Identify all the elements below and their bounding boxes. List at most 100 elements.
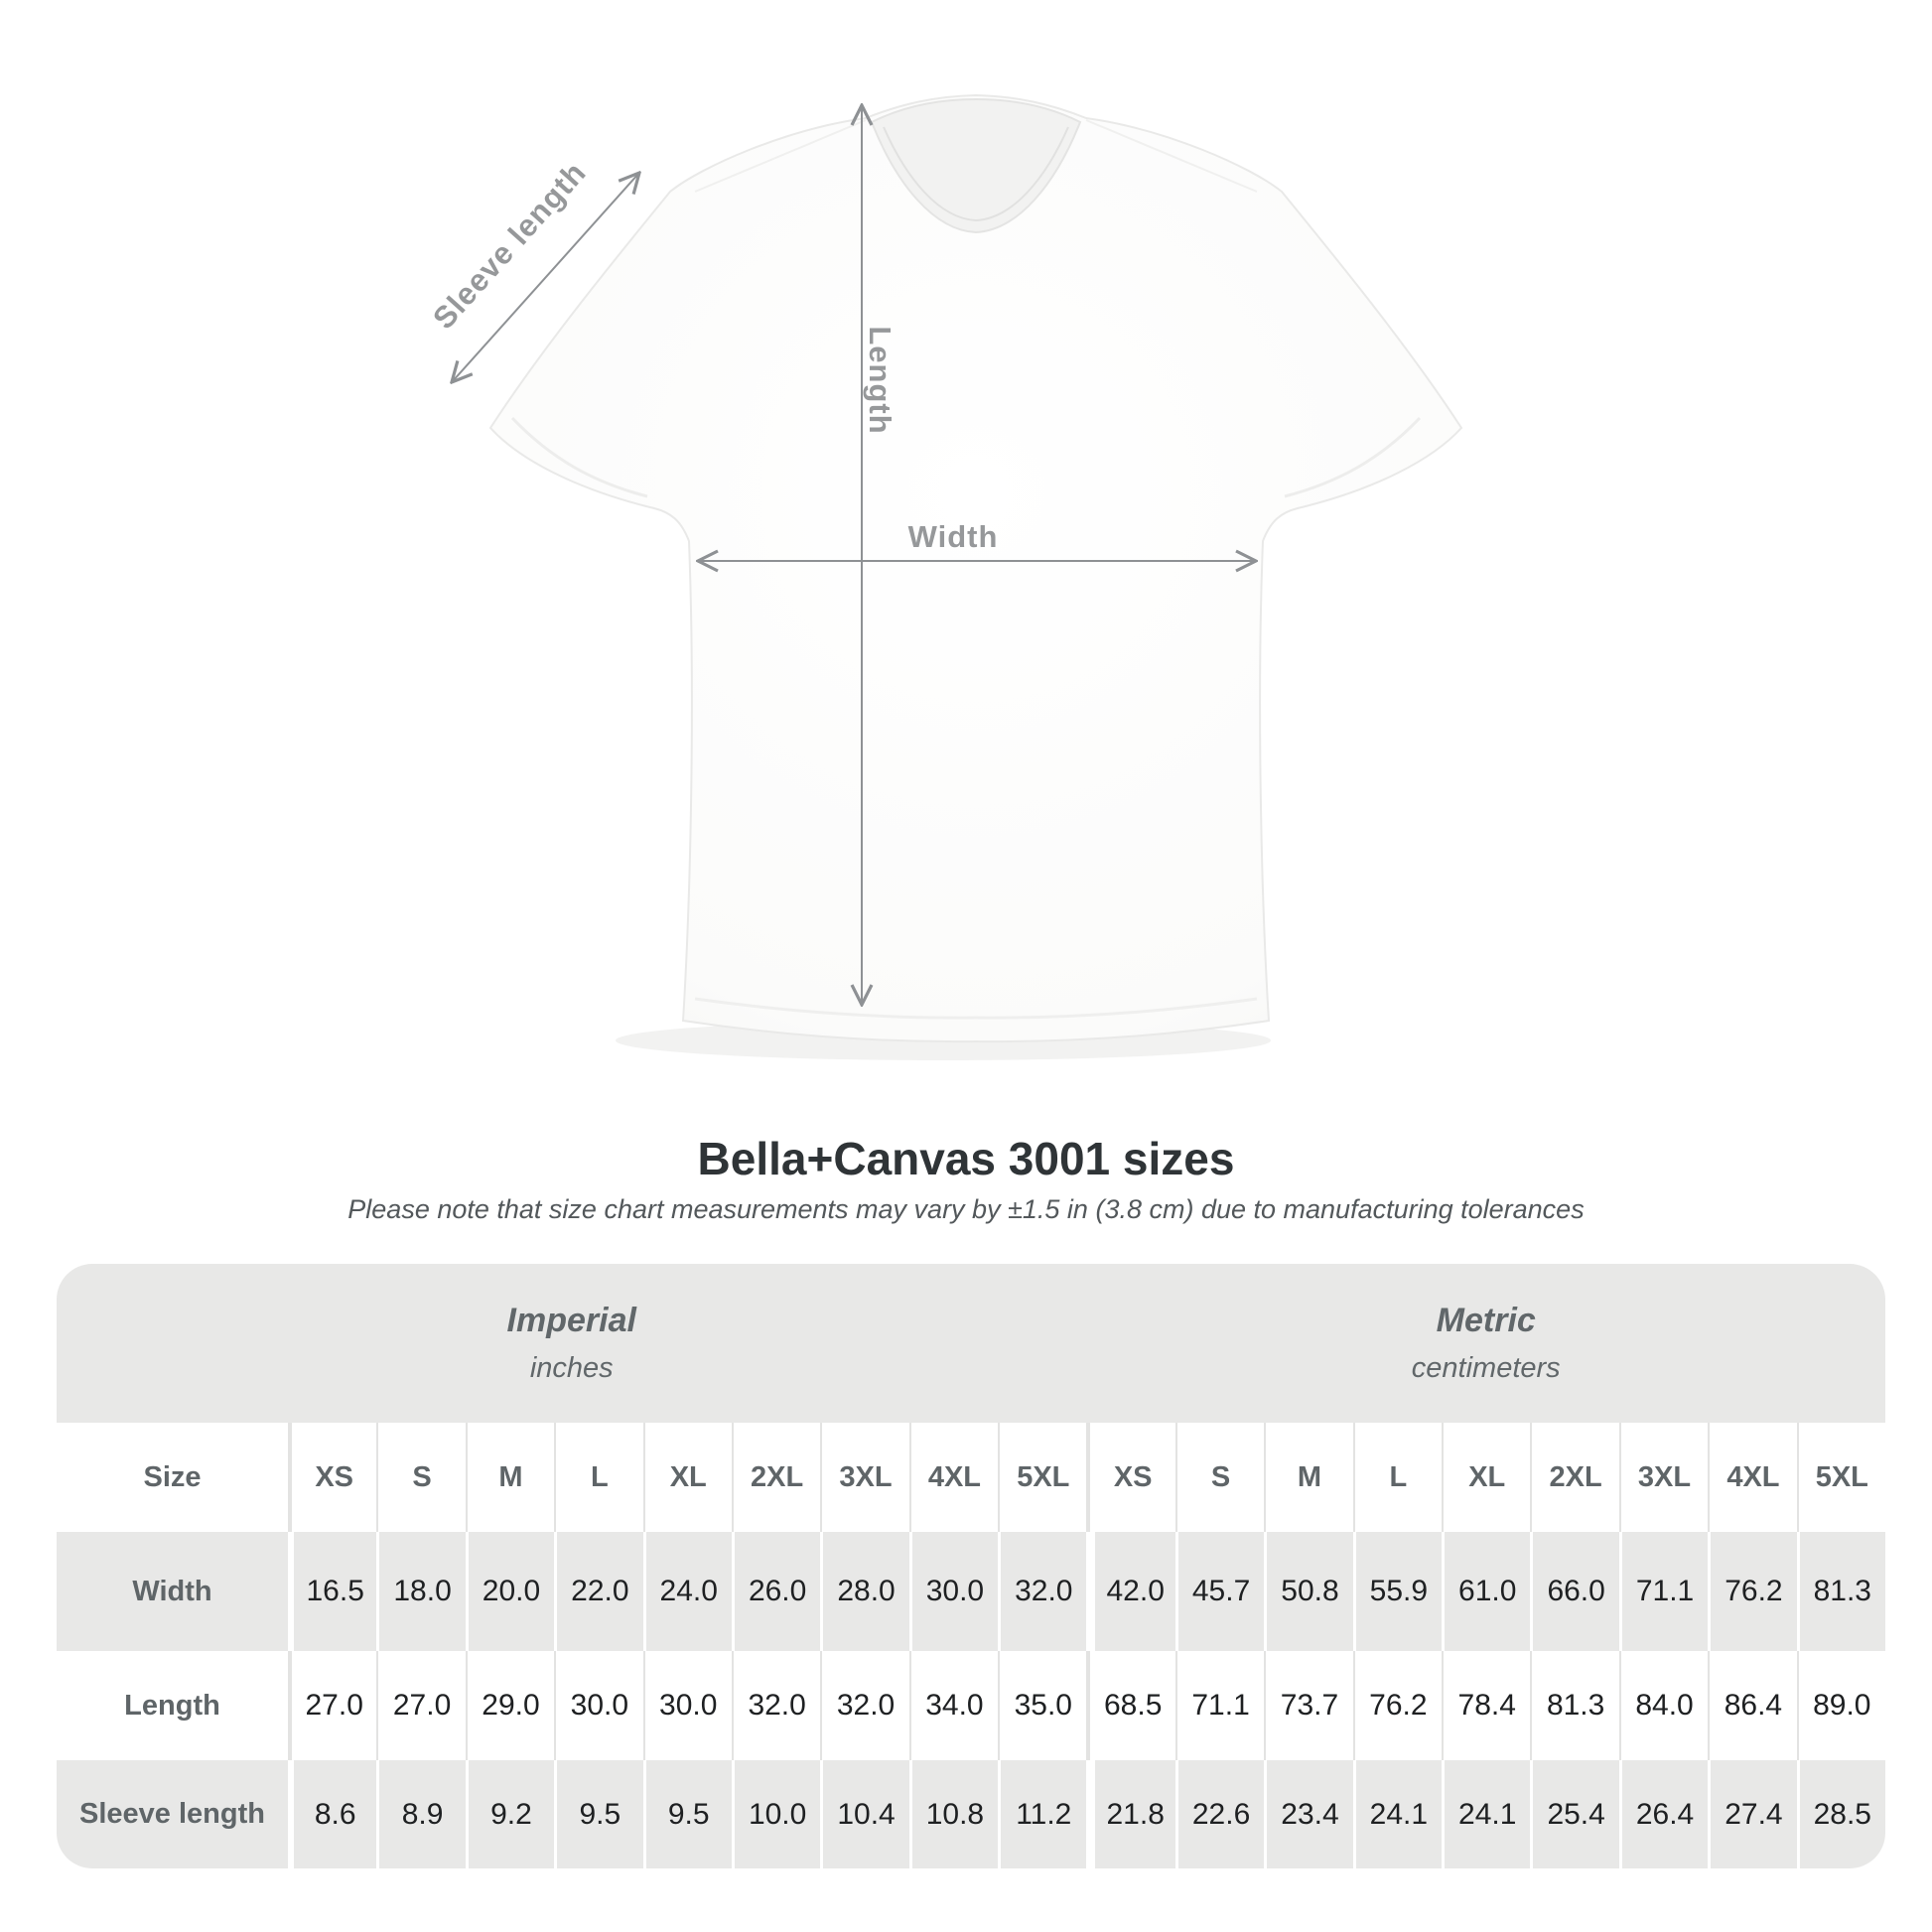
- imperial-size-header-text: 2XL: [751, 1460, 804, 1493]
- imperial-value-cell-text: 34.0: [925, 1689, 984, 1722]
- imperial-value-cell: 30.0: [554, 1651, 643, 1760]
- imperial-value-cell: 9.5: [554, 1760, 643, 1868]
- collar-stitch: [883, 126, 1069, 222]
- metric-size-header: 4XL: [1708, 1423, 1797, 1532]
- imperial-size-header-text: 4XL: [927, 1460, 981, 1493]
- metric-size-header: 2XL: [1530, 1423, 1619, 1532]
- page-title: Bella+Canvas 3001 sizes: [697, 1133, 1235, 1184]
- imperial-value-cell-text: 10.0: [748, 1797, 807, 1831]
- imperial-size-header: L: [554, 1423, 643, 1532]
- imperial-size-header-text: 5XL: [1017, 1460, 1070, 1493]
- imperial-value-cell: 16.5: [288, 1532, 377, 1651]
- metric-value-cell: 26.4: [1618, 1760, 1709, 1868]
- metric-value-cell: 25.4: [1530, 1760, 1619, 1868]
- imperial-value-cell: 32.0: [998, 1532, 1087, 1651]
- imperial-size-header: M: [465, 1423, 555, 1532]
- metric-value-cell-text: 66.0: [1547, 1575, 1605, 1607]
- imperial-value-cell: 34.0: [908, 1651, 999, 1760]
- imperial-unit: inches: [529, 1352, 614, 1384]
- imperial-value-cell-text: 27.0: [305, 1689, 363, 1722]
- metric-value-cell-text: 71.1: [1191, 1689, 1250, 1722]
- imperial-size-header-text: S: [412, 1460, 432, 1493]
- metric-size-header: S: [1174, 1423, 1265, 1532]
- metric-value-cell: 78.4: [1442, 1651, 1531, 1760]
- metric-value-cell-text: 81.3: [1813, 1575, 1871, 1607]
- left-sleeve-hem: [510, 416, 648, 498]
- imperial-value-cell: 27.0: [376, 1651, 466, 1760]
- metric-value-cell-text: 78.4: [1457, 1689, 1516, 1722]
- row-label: Width: [57, 1532, 288, 1651]
- imperial-value-cell-text: 9.2: [490, 1797, 532, 1831]
- metric-value-cell-text: 76.2: [1725, 1575, 1783, 1607]
- metric-value-cell: 76.2: [1708, 1532, 1797, 1651]
- imperial-value-cell-text: 20.0: [482, 1575, 541, 1607]
- length-label: Length: [863, 326, 897, 434]
- metric-value-cell: 86.4: [1708, 1651, 1797, 1760]
- metric-size-header: 5XL: [1796, 1423, 1885, 1532]
- right-shoulder-seam: [1085, 119, 1258, 193]
- metric-value-cell: 71.1: [1174, 1651, 1265, 1760]
- metric-value-cell-text: 24.1: [1458, 1797, 1517, 1831]
- imperial-value-cell: 18.0: [376, 1532, 466, 1651]
- metric-value-cell-text: 28.5: [1813, 1797, 1871, 1831]
- imperial-value-cell: 10.8: [908, 1760, 999, 1868]
- metric-value-cell-text: 84.0: [1635, 1689, 1694, 1722]
- imperial-value-cell: 8.6: [288, 1760, 377, 1868]
- metric-value-cell-text: 22.6: [1191, 1797, 1251, 1831]
- size-column-header-text: Size: [143, 1460, 202, 1493]
- imperial-value-cell-text: 16.5: [306, 1575, 364, 1607]
- metric-value-cell: 73.7: [1264, 1651, 1353, 1760]
- row-label-text: Width: [132, 1575, 212, 1607]
- imperial-value-cell: 8.9: [376, 1760, 466, 1868]
- metric-size-header: XL: [1442, 1423, 1531, 1532]
- imperial-value-cell: 35.0: [998, 1651, 1087, 1760]
- row-label-text: Length: [124, 1689, 220, 1722]
- imperial-group-header: Imperial inches: [57, 1264, 1087, 1423]
- tshirt-measurement-diagram: Sleeve length Length Width: [426, 93, 1463, 1060]
- imperial-size-header-text: XS: [315, 1460, 354, 1493]
- imperial-value-cell-text: 22.0: [571, 1575, 629, 1607]
- metric-value-cell-text: 76.2: [1369, 1689, 1428, 1722]
- metric-value-cell-text: 81.3: [1546, 1689, 1605, 1722]
- imperial-value-cell: 24.0: [642, 1532, 732, 1651]
- row-label-text: Sleeve length: [79, 1798, 265, 1830]
- metric-value-cell: 45.7: [1174, 1532, 1265, 1651]
- metric-value-cell-text: 68.5: [1103, 1689, 1163, 1722]
- imperial-value-cell: 27.0: [288, 1651, 377, 1760]
- metric-value-cell: 84.0: [1618, 1651, 1709, 1760]
- imperial-value-cell-text: 11.2: [1016, 1797, 1072, 1831]
- imperial-value-cell: 29.0: [465, 1651, 555, 1760]
- imperial-value-cell-text: 8.6: [314, 1797, 356, 1831]
- imperial-value-cell-text: 30.0: [659, 1689, 718, 1722]
- sleeve-length-arrow: [452, 173, 639, 382]
- imperial-value-cell-text: 9.5: [579, 1797, 621, 1831]
- imperial-value-cell-text: 30.0: [570, 1689, 629, 1722]
- collar: [870, 97, 1082, 234]
- imperial-value-cell-text: 10.8: [925, 1797, 985, 1831]
- imperial-value-cell: 20.0: [465, 1532, 555, 1651]
- imperial-value-cell: 26.0: [731, 1532, 821, 1651]
- metric-value-cell: 55.9: [1352, 1532, 1443, 1651]
- metric-value-cell-text: 23.4: [1281, 1797, 1339, 1831]
- metric-value-cell-text: 45.7: [1191, 1575, 1251, 1607]
- metric-size-header-text: XL: [1468, 1460, 1506, 1493]
- metric-value-cell: 23.4: [1264, 1760, 1353, 1868]
- metric-label: Metric: [1436, 1302, 1536, 1339]
- metric-size-header-text: XS: [1113, 1460, 1153, 1493]
- metric-size-header-text: L: [1389, 1460, 1408, 1493]
- metric-value-cell: 68.5: [1086, 1651, 1175, 1760]
- metric-size-header: M: [1264, 1423, 1353, 1532]
- imperial-size-header: XS: [288, 1423, 377, 1532]
- imperial-value-cell-text: 8.9: [401, 1797, 444, 1831]
- imperial-value-cell: 9.5: [642, 1760, 732, 1868]
- imperial-size-header-text: M: [498, 1460, 523, 1493]
- metric-value-cell: 50.8: [1264, 1532, 1353, 1651]
- metric-size-header: L: [1352, 1423, 1443, 1532]
- metric-size-header-text: 4XL: [1726, 1460, 1780, 1493]
- metric-value-cell: 24.1: [1352, 1760, 1443, 1868]
- width-label: Width: [908, 519, 999, 554]
- imperial-value-cell-text: 32.0: [836, 1689, 896, 1722]
- metric-value-cell: 28.5: [1796, 1760, 1885, 1868]
- metric-value-cell: 42.0: [1086, 1532, 1175, 1651]
- tolerance-note: Please note that size chart measurements…: [347, 1194, 1585, 1224]
